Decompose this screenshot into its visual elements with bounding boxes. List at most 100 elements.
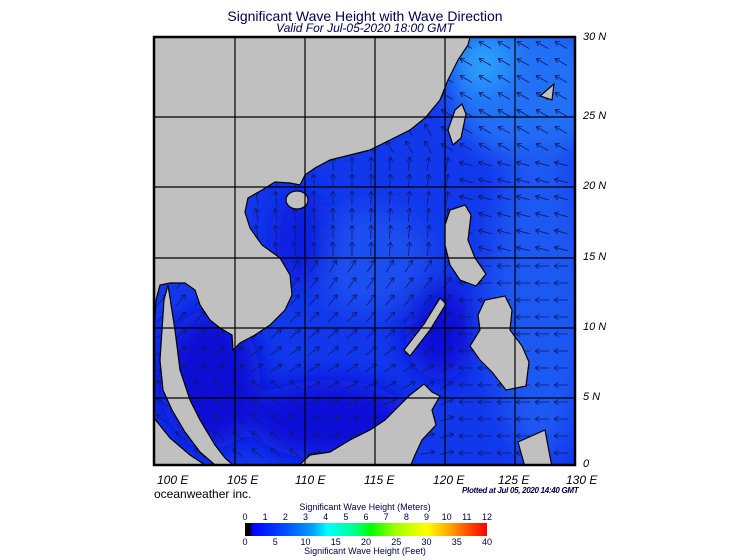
- wave-direction-arrow: [478, 75, 492, 83]
- wave-direction-arrow: [496, 160, 511, 167]
- wave-direction-arrow: [478, 143, 492, 151]
- lon-label: 125 E: [498, 473, 530, 487]
- wave-direction-arrow: [194, 380, 206, 390]
- colorbar-tick: 1: [262, 512, 268, 522]
- wave-direction-arrow: [326, 398, 340, 406]
- wave-direction-arrow: [349, 156, 355, 172]
- wave-direction-arrow: [554, 75, 568, 83]
- wave-direction-arrow: [406, 173, 413, 189]
- wave-direction-arrow: [349, 173, 355, 189]
- wave-direction-arrow: [213, 346, 225, 356]
- wave-direction-arrow: [553, 245, 568, 252]
- wave-direction-arrow: [534, 365, 549, 371]
- wave-direction-arrow: [515, 211, 530, 218]
- wave-direction-arrow: [368, 207, 375, 223]
- wave-direction-arrow: [553, 314, 568, 320]
- wave-direction-arrow: [329, 259, 338, 273]
- wave-direction-arrow: [251, 346, 263, 356]
- colorbar-tick: 10: [300, 537, 311, 547]
- colorbar-tick: 4: [323, 512, 329, 522]
- wave-direction-arrow: [497, 58, 511, 66]
- map-title: Significant Wave Height with Wave Direct…: [227, 8, 503, 24]
- wave-direction-arrow: [496, 245, 511, 252]
- map-subtitle: Valid For Jul-05-2020 18:00 GMT: [276, 21, 454, 35]
- wave-direction-arrow: [496, 416, 511, 422]
- wave-direction-arrow: [553, 211, 568, 218]
- wave-direction-arrow: [477, 245, 492, 252]
- wave-direction-arrow: [307, 381, 321, 389]
- wave-direction-arrow: [497, 41, 511, 49]
- wave-direction-arrow: [534, 245, 549, 252]
- lon-label: 100 E: [157, 473, 189, 487]
- wave-direction-arrow: [478, 41, 492, 49]
- wave-direction-arrow: [308, 346, 320, 356]
- wave-direction-arrow: [554, 41, 568, 49]
- wave-direction-arrow: [553, 331, 568, 337]
- wave-direction-arrow: [516, 143, 530, 151]
- wave-direction-arrow: [289, 448, 301, 458]
- lon-label: 110 E: [295, 473, 326, 487]
- wave-direction-arrow: [553, 348, 568, 354]
- wave-direction-arrow: [272, 241, 279, 256]
- colorbar-title: Significant Wave Height (Meters): [299, 502, 431, 512]
- wave-direction-arrow: [458, 177, 473, 184]
- wave-direction-arrow: [424, 123, 432, 137]
- colorbar-tick: 15: [330, 537, 341, 547]
- wave-direction-arrow: [329, 173, 336, 189]
- wave-direction-arrow: [329, 190, 336, 206]
- wave-direction-arrow: [368, 173, 375, 189]
- wave-direction-arrow: [515, 177, 530, 184]
- wave-direction-arrow: [270, 328, 282, 339]
- lon-label: 115 E: [364, 473, 395, 487]
- colorbar-tick: 7: [383, 512, 389, 522]
- wave-direction-arrow: [459, 143, 473, 151]
- wave-direction-arrow: [553, 382, 568, 388]
- wave-direction-arrow: [458, 399, 473, 405]
- land-mindanao-visayas: [469, 295, 530, 391]
- wave-height-map: [152, 35, 577, 467]
- wave-direction-arrow: [534, 263, 549, 269]
- wave-direction-arrow: [251, 380, 263, 390]
- wave-direction-arrow: [253, 224, 260, 239]
- wave-direction-arrow: [289, 328, 301, 339]
- wave-direction-arrow: [534, 194, 549, 201]
- colorbar-tick: 6: [363, 512, 369, 522]
- wave-direction-arrow: [534, 348, 549, 354]
- wave-direction-arrow: [329, 224, 336, 240]
- wave-direction-arrow: [515, 228, 530, 235]
- wave-direction-arrow: [270, 380, 282, 390]
- wave-direction-arrow: [290, 294, 300, 306]
- wave-direction-arrow: [402, 363, 416, 373]
- wave-direction-arrow: [477, 450, 492, 456]
- wave-direction-arrow: [497, 92, 511, 100]
- wave-direction-arrow: [289, 346, 301, 356]
- wave-direction-arrow: [310, 207, 317, 223]
- wave-direction-arrow: [477, 211, 492, 218]
- wave-direction-arrow: [176, 294, 186, 306]
- wave-direction-arrow: [515, 399, 530, 405]
- land-asia-mainland: [154, 37, 471, 352]
- land-palawan: [403, 297, 447, 357]
- wave-direction-arrow: [459, 92, 473, 100]
- wave-direction-arrow: [534, 297, 549, 303]
- wave-direction-arrow: [406, 190, 413, 206]
- wave-direction-arrow: [403, 311, 415, 323]
- graticule: [154, 37, 575, 465]
- colorbar-tick: 30: [421, 537, 432, 547]
- wave-direction-arrow: [250, 363, 264, 373]
- wave-direction-arrow: [534, 177, 549, 184]
- wave-direction-arrow: [458, 450, 473, 456]
- wave-direction-arrow: [289, 431, 301, 441]
- lon-label: 130 E: [566, 473, 598, 487]
- wave-direction-arrow: [347, 276, 357, 289]
- wave-direction-arrow: [289, 311, 301, 323]
- wave-direction-arrow: [554, 92, 568, 100]
- wave-direction-arrow: [251, 414, 263, 424]
- wave-direction-arrow: [269, 363, 283, 373]
- wave-direction-arrow: [345, 415, 359, 422]
- wave-direction-arrow: [458, 314, 473, 320]
- wave-direction-arrow: [553, 433, 568, 439]
- wave-direction-arrow: [288, 363, 302, 373]
- wave-direction-arrow: [346, 328, 358, 339]
- lat-label: 5 N: [583, 391, 601, 403]
